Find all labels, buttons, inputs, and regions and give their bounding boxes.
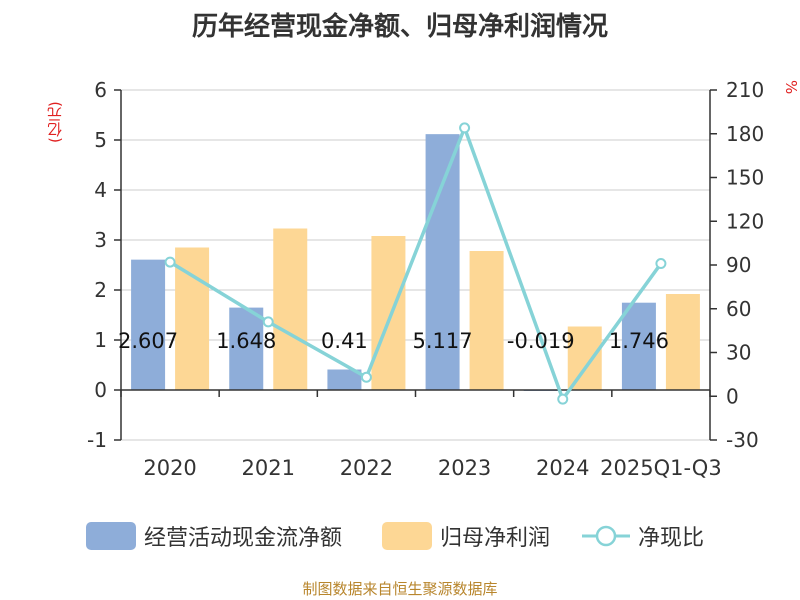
y-tick-label: 2 bbox=[94, 278, 107, 302]
y2-tick-label: 120 bbox=[726, 209, 764, 233]
legend-swatch-cash-flow bbox=[86, 522, 136, 550]
bar-cash-flow bbox=[131, 259, 166, 390]
ratio-point bbox=[164, 256, 176, 268]
y2-tick-label: -30 bbox=[726, 428, 759, 452]
x-tick-label: 2022 bbox=[340, 456, 393, 480]
bar-cash-flow bbox=[327, 369, 362, 390]
y-tick-label: 0 bbox=[94, 378, 107, 402]
y-tick-label: 4 bbox=[94, 178, 107, 202]
bar-net-profit bbox=[469, 251, 504, 390]
y2-tick-label: 150 bbox=[726, 166, 764, 190]
legend-swatch-net-profit bbox=[382, 522, 432, 550]
data-source: 制图数据来自恒生聚源数据库 bbox=[302, 580, 498, 598]
ratio-point bbox=[360, 371, 372, 383]
y-tick-label: 6 bbox=[94, 78, 107, 102]
y-tick-label: 3 bbox=[94, 228, 107, 252]
bar-cash-flow bbox=[425, 134, 460, 390]
legend-label-cash-flow: 经营活动现金流净额 bbox=[144, 526, 343, 551]
y-tick-label: 5 bbox=[94, 128, 107, 152]
data-label-cash-flow: 1.648 bbox=[216, 329, 276, 353]
y-tick-label: -1 bbox=[87, 428, 107, 452]
y2-tick-label: 0 bbox=[726, 384, 739, 408]
bar-net-profit bbox=[273, 228, 308, 390]
y2-tick-label: 180 bbox=[726, 122, 764, 146]
legend-item-net-profit[interactable]: 归母净利润 bbox=[382, 518, 550, 554]
chart-title: 历年经营现金净额、归母净利润情况 bbox=[191, 12, 608, 42]
legend-swatch-ratio bbox=[582, 525, 630, 547]
y2-tick-label: 60 bbox=[726, 297, 751, 321]
data-label-cash-flow: 1.746 bbox=[609, 329, 669, 353]
legend-label-net-profit: 归母净利润 bbox=[440, 526, 551, 551]
legend-item-ratio[interactable]: 净现比 bbox=[580, 518, 704, 554]
bar-net-profit bbox=[665, 294, 700, 390]
y2-tick-label: 90 bbox=[726, 253, 751, 277]
bar-net-profit bbox=[175, 247, 210, 390]
x-tick-label: 2024 bbox=[536, 456, 589, 480]
ratio-line bbox=[169, 122, 663, 403]
y-tick-label: 1 bbox=[94, 328, 107, 352]
bar-net-profit bbox=[567, 326, 602, 390]
legend-item-cash-flow[interactable]: 经营活动现金流净额 bbox=[86, 518, 342, 554]
ratio-point bbox=[655, 258, 667, 270]
x-tick-label: 2025Q1-Q3 bbox=[600, 456, 722, 480]
data-label-cash-flow: 5.117 bbox=[413, 329, 473, 353]
data-label-cash-flow: 0.41 bbox=[321, 329, 368, 353]
legend: 经营活动现金流净额 归母净利润 净现比 bbox=[0, 518, 800, 554]
bar-cash-flow bbox=[229, 307, 264, 390]
right-axis-unit: % bbox=[782, 80, 800, 95]
bar-cash-flow bbox=[621, 302, 656, 390]
x-tick-label: 2023 bbox=[438, 456, 491, 480]
ratio-point bbox=[262, 316, 274, 328]
y2-tick-label: 30 bbox=[726, 341, 751, 365]
legend-label-ratio: 净现比 bbox=[638, 526, 705, 551]
y2-tick-label: 210 bbox=[726, 78, 764, 102]
x-tick-label: 2021 bbox=[242, 456, 295, 480]
ratio-point bbox=[459, 122, 471, 134]
bar-net-profit bbox=[371, 236, 406, 390]
data-label-cash-flow: -0.019 bbox=[507, 329, 575, 353]
data-label-cash-flow: 2.607 bbox=[118, 329, 178, 353]
x-tick-label: 2020 bbox=[143, 456, 196, 480]
ratio-point bbox=[557, 393, 569, 405]
